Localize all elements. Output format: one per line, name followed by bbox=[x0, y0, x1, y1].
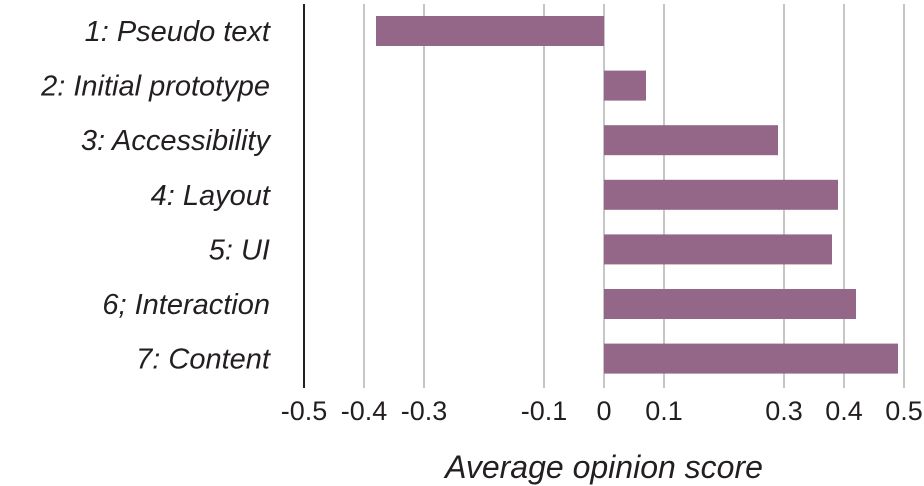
bar bbox=[604, 289, 856, 319]
x-tick-label: -0.3 bbox=[401, 396, 448, 426]
x-tick-label: -0.1 bbox=[521, 396, 568, 426]
category-label: 1: Pseudo text bbox=[85, 16, 272, 48]
x-tick-label: 0.5 bbox=[885, 396, 923, 426]
category-label: 6; Interaction bbox=[102, 289, 270, 321]
category-label: 7: Content bbox=[136, 344, 272, 376]
category-label: 3: Accessibility bbox=[81, 125, 272, 157]
bar bbox=[604, 125, 778, 156]
x-tick-label: -0.5 bbox=[281, 396, 328, 426]
category-label: 4: Layout bbox=[151, 180, 272, 212]
bar bbox=[376, 16, 604, 46]
category-labels: 1: Pseudo text 2: Initial prototype 3: Acc… bbox=[40, 16, 272, 376]
x-tick-label: 0.4 bbox=[825, 396, 863, 426]
bar bbox=[604, 234, 832, 265]
bars bbox=[376, 16, 898, 374]
x-tick-label: -0.4 bbox=[341, 396, 388, 426]
category-label: 5: UI bbox=[209, 234, 270, 266]
x-axis-title: Average opinion score bbox=[443, 449, 763, 485]
bar bbox=[604, 343, 898, 374]
bar bbox=[604, 70, 646, 101]
x-tick-label: 0 bbox=[596, 396, 611, 426]
bar bbox=[604, 179, 838, 210]
x-tick-label: 0.3 bbox=[765, 396, 803, 426]
category-label: 2: Initial prototype bbox=[40, 71, 270, 103]
x-tick-label: 0.1 bbox=[645, 396, 683, 426]
x-tick-labels: -0.5 -0.4 -0.3 -0.1 0 0.1 0.3 0.4 0.5 bbox=[281, 396, 923, 426]
